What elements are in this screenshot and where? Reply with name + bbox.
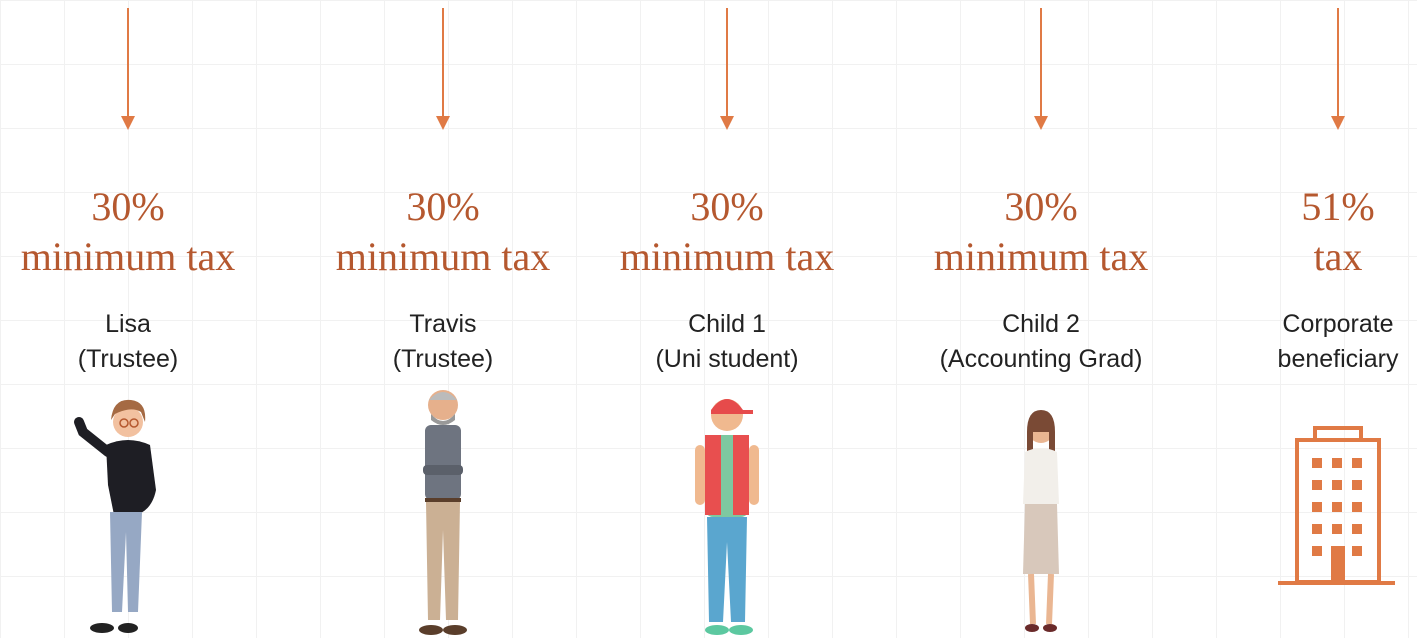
tax-label: tax	[1313, 234, 1363, 279]
beneficiary-column: 30% minimum tax Child 2 (Accounting Grad…	[891, 0, 1191, 638]
figure	[695, 399, 759, 635]
illustration	[74, 8, 156, 633]
beneficiary-role: (Trustee)	[392, 345, 494, 373]
illustration	[1023, 8, 1059, 632]
beneficiary-role: (Trustee)	[77, 345, 179, 373]
beneficiary-column: 30% minimum tax Travis (Trustee)	[293, 0, 593, 638]
tax-label: minimum tax	[335, 234, 551, 279]
beneficiary-column: 30% minimum tax Lisa (Trustee)	[0, 0, 278, 638]
beneficiary-name: Travis	[409, 310, 477, 338]
figure	[419, 390, 467, 635]
tax-rate: 30%	[1004, 184, 1078, 229]
arrow-head	[1331, 116, 1345, 130]
illustration	[1278, 8, 1395, 585]
tax-label: minimum tax	[619, 234, 835, 279]
arrow-head	[121, 116, 135, 130]
tax-rate: 30%	[406, 184, 480, 229]
beneficiary-column: 30% minimum tax Child 1 (Uni student)	[577, 0, 877, 638]
beneficiary-role: (Accounting Grad)	[939, 345, 1143, 373]
arrow-head	[720, 116, 734, 130]
illustration	[419, 8, 467, 635]
beneficiary-role: (Uni student)	[655, 345, 799, 373]
figure	[1278, 426, 1395, 585]
beneficiary-name: Child 2	[1002, 310, 1080, 338]
tax-label: minimum tax	[933, 234, 1149, 279]
tax-rate: 30%	[91, 184, 165, 229]
tax-rate: 51%	[1301, 184, 1375, 229]
beneficiary-role: beneficiary	[1277, 345, 1399, 373]
tax-label: minimum tax	[20, 234, 236, 279]
illustration	[695, 8, 759, 635]
figure	[1023, 410, 1059, 632]
beneficiary-name: Child 1	[688, 310, 766, 338]
beneficiary-name: Lisa	[105, 310, 151, 338]
tax-rate: 30%	[690, 184, 764, 229]
figure	[74, 399, 156, 633]
arrow-head	[1034, 116, 1048, 130]
arrow-head	[436, 116, 450, 130]
beneficiary-column: 51% tax Corporate beneficiary	[1188, 0, 1417, 638]
beneficiary-name: Corporate	[1282, 310, 1394, 338]
